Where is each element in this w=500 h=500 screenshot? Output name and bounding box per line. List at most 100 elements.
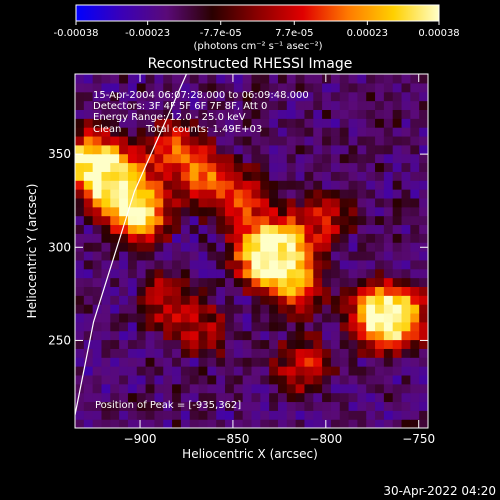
heatmap-cell <box>366 100 376 110</box>
heatmap-cell <box>410 419 420 428</box>
heatmap-cell <box>304 401 314 411</box>
heatmap-cell <box>163 135 173 146</box>
heatmap-cell <box>348 304 358 314</box>
heatmap-cell <box>251 374 261 385</box>
heatmap-cell <box>242 127 253 137</box>
heatmap-cell <box>313 330 323 341</box>
heatmap-cell <box>286 259 297 270</box>
heatmap-cell <box>154 330 164 341</box>
heatmap-cell <box>216 357 226 367</box>
heatmap-cell <box>225 259 235 270</box>
heatmap-cell <box>216 74 226 84</box>
heatmap-cell <box>383 127 394 137</box>
annotation-block: 15-Apr-2004 06:07:28.000 to 06:09:48.000… <box>93 90 309 135</box>
heatmap-cell <box>295 100 306 110</box>
heatmap-cell <box>366 357 376 367</box>
heatmap-cell <box>127 233 138 243</box>
heatmap-cell <box>198 180 208 190</box>
heatmap-cell <box>286 118 297 128</box>
heatmap-cell <box>233 189 244 199</box>
heatmap-cell <box>92 100 103 110</box>
heatmap-cell <box>110 339 120 349</box>
annotation-detectors: Detectors: 3F 4F 5F 6F 7F 8F, Att 0 <box>93 101 267 112</box>
heatmap-cell <box>119 383 129 394</box>
heatmap-cell <box>410 197 420 208</box>
heatmap-cell <box>83 330 94 341</box>
heatmap-cell <box>189 189 200 199</box>
heatmap-cell <box>242 242 253 252</box>
heatmap-cell <box>304 197 314 208</box>
heatmap-cell <box>145 295 156 305</box>
heatmap-cell <box>207 74 217 84</box>
heatmap-cell <box>92 330 103 341</box>
heatmap-cell <box>207 366 217 376</box>
heatmap-cell <box>145 171 156 181</box>
heatmap-cell <box>322 312 332 323</box>
heatmap-cell <box>277 233 288 243</box>
heatmap-cell <box>110 197 120 208</box>
heatmap-cell <box>286 100 297 110</box>
heatmap-cell <box>119 162 129 172</box>
heatmap-cell <box>322 100 332 110</box>
heatmap-cell <box>233 348 244 358</box>
heatmap-cell <box>330 153 341 164</box>
heatmap-cell <box>110 357 120 367</box>
heatmap-cell <box>127 410 138 420</box>
heatmap-cell <box>304 162 314 172</box>
heatmap-cell <box>304 91 314 102</box>
heatmap-cell <box>295 348 306 358</box>
peak-position-label: Position of Peak = [-935,362] <box>95 400 241 411</box>
heatmap-cell <box>410 321 420 332</box>
heatmap-cell <box>119 74 129 84</box>
heatmap-cell <box>225 330 235 341</box>
heatmap-cell <box>233 304 244 314</box>
heatmap-cell <box>92 197 103 208</box>
heatmap-cell <box>233 233 244 243</box>
annotation-energy: Energy Range: 12.0 - 25.0 keV <box>93 112 246 123</box>
heatmap-cell <box>348 127 358 137</box>
heatmap-cell <box>207 135 217 146</box>
heatmap-cell <box>277 410 288 420</box>
heatmap-cell <box>216 286 226 296</box>
heatmap-cell <box>401 383 411 394</box>
heatmap-cell <box>154 286 164 296</box>
heatmap-cell <box>348 233 358 243</box>
heatmap-cell <box>145 127 156 137</box>
heatmap-cell <box>383 206 394 217</box>
heatmap-cell <box>401 109 411 119</box>
x-tick-label: −750 <box>402 432 435 446</box>
heatmap-cell <box>242 144 253 155</box>
heatmap-cell <box>83 91 94 102</box>
heatmap-cell <box>154 109 164 119</box>
heatmap-cell <box>92 233 103 243</box>
heatmap-cell <box>92 162 103 172</box>
y-tick-label: 350 <box>48 147 71 161</box>
heatmap-cell <box>198 348 208 358</box>
heatmap-cell <box>207 91 217 102</box>
heatmap-cell <box>75 419 85 428</box>
heatmap-cell <box>330 304 341 314</box>
heatmap-cell <box>269 82 279 93</box>
heatmap-cell <box>110 259 120 270</box>
heatmap-cell <box>304 348 314 358</box>
heatmap-cell <box>375 224 385 234</box>
heatmap-cell <box>251 215 261 226</box>
heatmap-cell <box>110 312 120 323</box>
heatmap-cell <box>366 419 376 428</box>
heatmap-cell <box>92 171 103 181</box>
heatmap-cell <box>295 357 306 367</box>
heatmap-cell <box>286 180 297 190</box>
heatmap-cell <box>269 419 279 428</box>
heatmap-cell <box>401 215 411 226</box>
heatmap-cell <box>357 383 367 394</box>
heatmap-cell <box>357 339 367 349</box>
heatmap-cell <box>163 162 173 172</box>
heatmap-cell <box>357 197 367 208</box>
heatmap-cell <box>330 189 341 199</box>
heatmap-cell <box>225 401 235 411</box>
heatmap-cell <box>357 144 367 155</box>
heatmap-cell <box>348 357 358 367</box>
heatmap-cell <box>410 268 420 279</box>
heatmap-cell <box>75 189 85 199</box>
heatmap-cell <box>383 91 394 102</box>
